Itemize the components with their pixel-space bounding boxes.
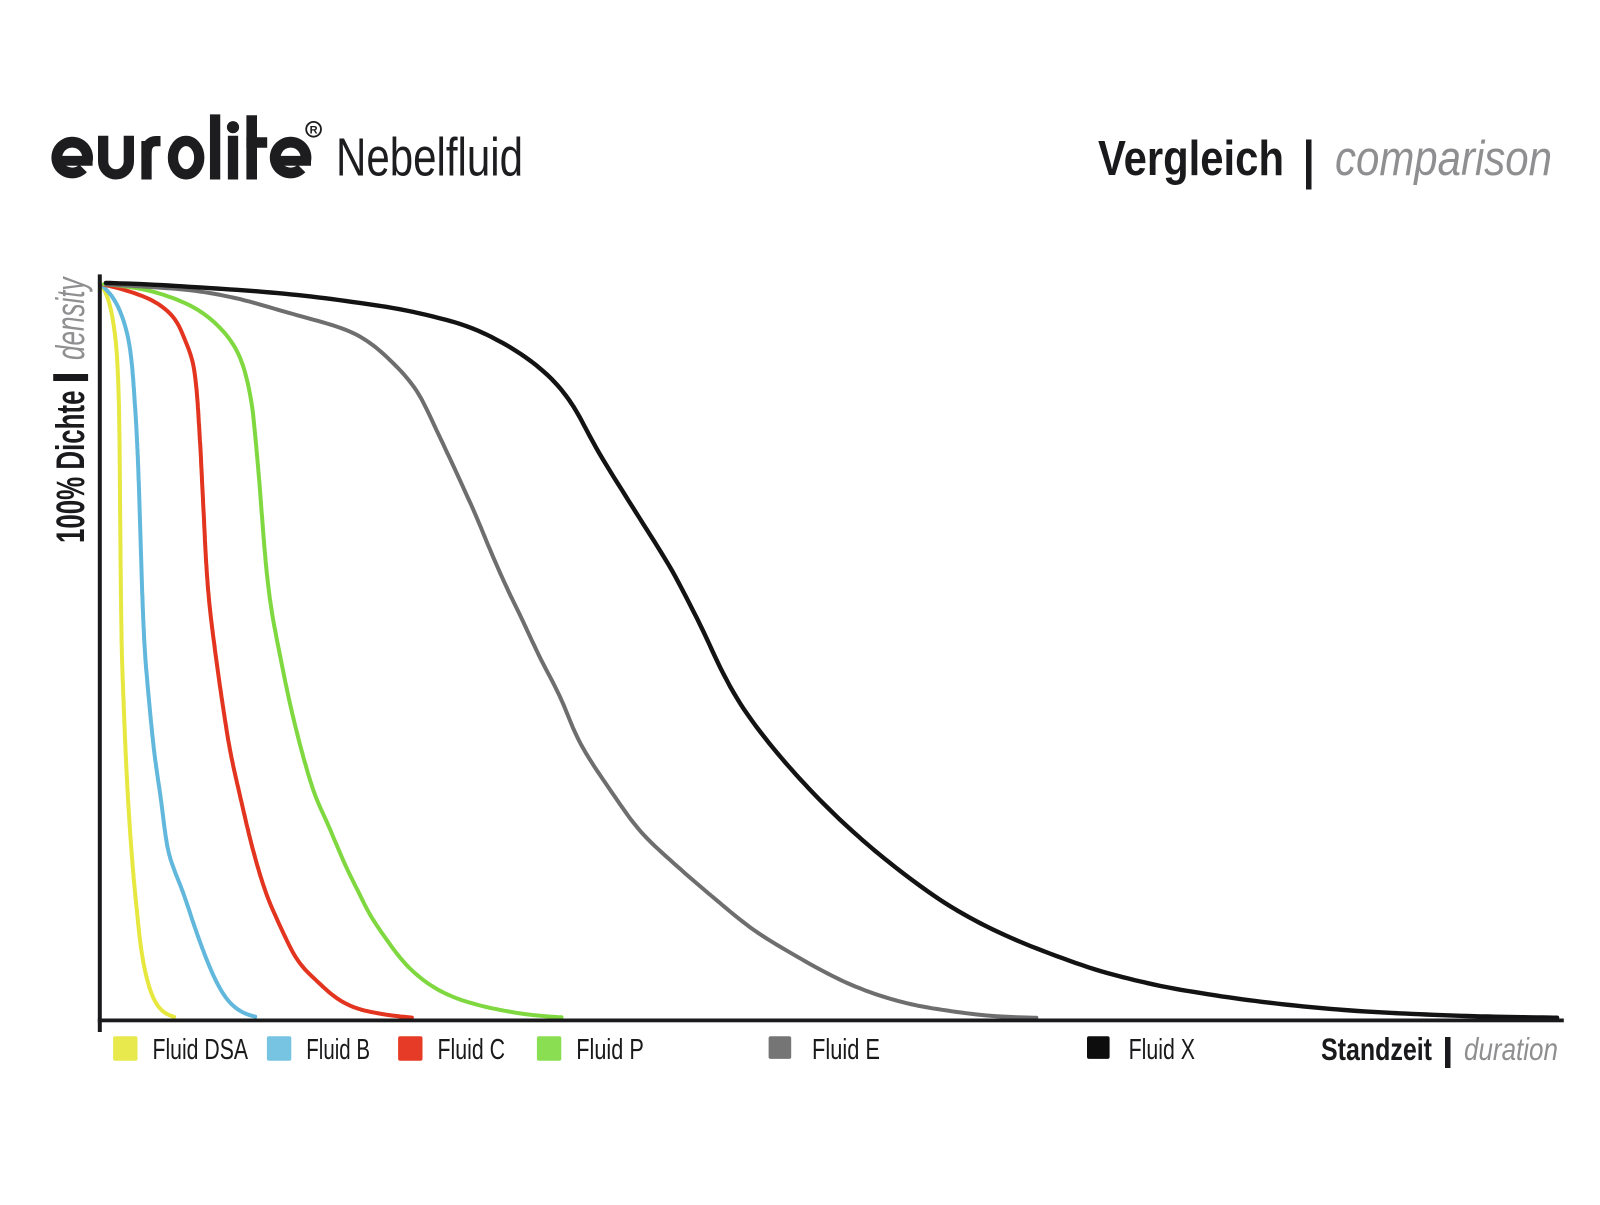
svg-text:comparison: comparison <box>1335 132 1552 186</box>
svg-text:Standzeit: Standzeit <box>1321 1031 1432 1067</box>
svg-text:Fluid DSA: Fluid DSA <box>153 1034 249 1066</box>
svg-text:100% Dichte: 100% Dichte <box>49 391 93 544</box>
svg-text:Fluid E: Fluid E <box>812 1034 880 1066</box>
svg-text:R: R <box>310 124 318 136</box>
svg-text:Nebelfluid: Nebelfluid <box>336 128 523 188</box>
svg-text:density: density <box>49 276 93 360</box>
svg-text:Fluid X: Fluid X <box>1129 1034 1195 1066</box>
svg-text:Fluid B: Fluid B <box>306 1034 370 1066</box>
svg-text:Vergleich: Vergleich <box>1098 132 1284 186</box>
svg-text:duration: duration <box>1464 1031 1558 1067</box>
svg-text:Fluid P: Fluid P <box>576 1034 644 1066</box>
svg-text:Fluid C: Fluid C <box>438 1034 506 1066</box>
